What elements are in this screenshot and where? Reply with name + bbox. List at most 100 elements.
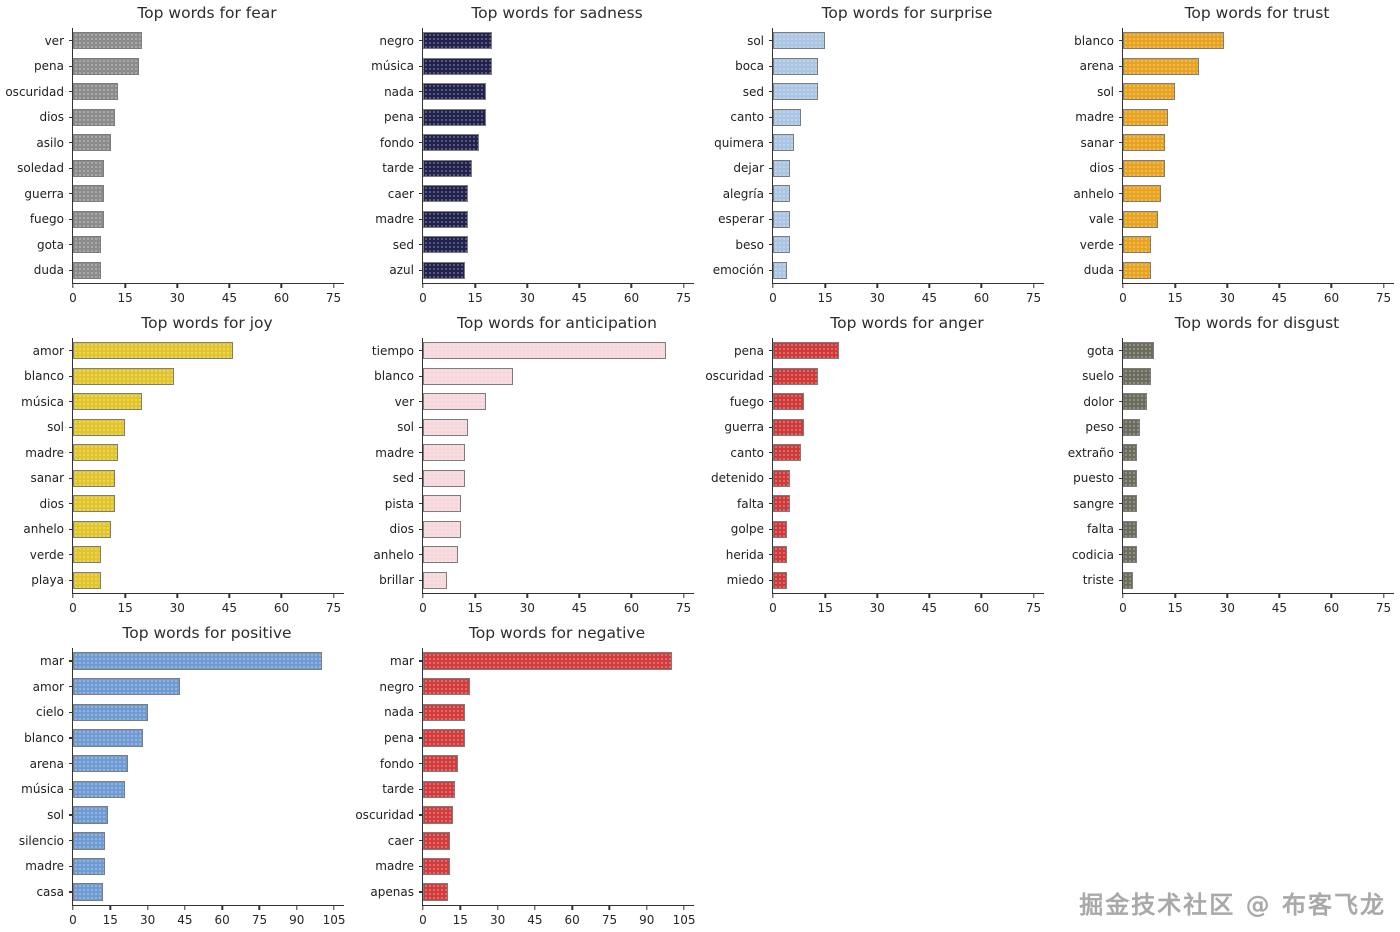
x-axis-tick <box>1382 594 1385 598</box>
bar-negative-6 <box>423 806 453 824</box>
y-axis-tick <box>419 737 423 739</box>
y-axis-label: madre <box>25 859 64 874</box>
y-axis-label: blanco <box>374 369 414 384</box>
x-axis-tick <box>258 906 261 910</box>
x-axis-tick-label: 105 <box>672 913 696 927</box>
y-axis-tick <box>69 579 73 581</box>
bar-row: gota <box>1087 338 1394 364</box>
x-axis-tick-label: 75 <box>325 291 342 305</box>
x-axis-tick-label: 30 <box>869 601 885 615</box>
bar-row: amor <box>33 674 344 700</box>
bar-row: madre <box>375 440 694 466</box>
x-axis-tick-label: 90 <box>289 913 305 927</box>
y-axis-tick <box>419 40 423 42</box>
y-axis-tick <box>419 269 423 271</box>
y-axis-tick <box>419 218 423 220</box>
bar-surprise-4 <box>773 134 794 152</box>
y-axis-tick <box>419 865 423 868</box>
y-axis-tick <box>419 167 423 169</box>
x-axis-tick <box>682 284 685 288</box>
y-axis-label: brillar <box>379 573 414 588</box>
y-axis-label: oscuridad <box>705 369 764 384</box>
bar-trust-1 <box>1123 57 1200 75</box>
bar-row: dios <box>39 105 344 131</box>
x-axis-tick-label: 75 <box>325 601 342 615</box>
y-axis-label: ver <box>44 33 64 48</box>
bar-row: madre <box>375 207 694 233</box>
y-axis-label: gota <box>36 237 64 252</box>
y-axis-label: madre <box>25 445 64 460</box>
y-axis-tick <box>69 269 73 271</box>
x-axis-tick <box>280 594 283 598</box>
y-axis-tick <box>769 375 773 377</box>
x-axis-tick <box>526 594 528 598</box>
bar-surprise-3 <box>773 108 801 126</box>
x-axis-tick-label: 75 <box>601 913 618 927</box>
bar-sadness-7 <box>423 210 469 228</box>
bar-row: anhelo <box>1073 181 1394 207</box>
y-axis-label: anhelo <box>1073 186 1114 201</box>
x-axis-tick-label: 30 <box>519 291 535 305</box>
x-axis-tick <box>980 594 983 598</box>
y-axis-tick <box>419 762 423 765</box>
bar-positive-3 <box>73 729 143 747</box>
y-axis-tick <box>419 193 423 195</box>
x-axis-tick <box>876 284 878 288</box>
bar-disgust-4 <box>1123 444 1137 462</box>
bar-row: codicia <box>1072 542 1394 568</box>
bar-anger-6 <box>773 495 791 513</box>
chart-title: Top words for fear <box>137 4 277 22</box>
y-axis-tick <box>69 40 73 42</box>
y-axis-tick <box>419 840 423 842</box>
y-axis-tick <box>419 891 423 893</box>
x-axis-tick <box>496 906 499 910</box>
x-axis-tick <box>571 906 573 910</box>
bar-sadness-4 <box>423 134 479 152</box>
x-axis-tick-label: 60 <box>273 291 290 305</box>
y-axis-tick <box>769 65 773 67</box>
bar-row: mar <box>40 648 344 674</box>
bar-disgust-6 <box>1123 495 1137 513</box>
bar-row: música <box>371 54 694 80</box>
bar-joy-5 <box>73 469 115 487</box>
y-axis-label: arena <box>1079 59 1114 74</box>
bar-row: sol <box>1097 79 1394 105</box>
x-axis-tick-label: 30 <box>869 291 885 305</box>
x-axis-tick <box>1122 284 1124 288</box>
y-axis-label: golpe <box>730 522 764 537</box>
x-axis-tick <box>221 906 223 910</box>
y-axis-label: fondo <box>379 135 414 150</box>
x-axis-tick-label: 0 <box>1119 291 1127 305</box>
bar-negative-8 <box>423 857 451 876</box>
bar-row: golpe <box>731 517 1044 543</box>
bar-row: sed <box>393 466 694 492</box>
y-axis-label: sed <box>392 237 414 252</box>
bar-positive-6 <box>73 806 108 824</box>
bar-sadness-5 <box>423 159 472 177</box>
bar-positive-0 <box>73 652 322 670</box>
bar-row: duda <box>1084 258 1394 284</box>
x-axis-tick <box>1174 284 1176 288</box>
bar-trust-4 <box>1123 134 1165 152</box>
y-axis-tick <box>1119 528 1123 530</box>
bar-joy-2 <box>73 393 143 411</box>
x-axis-tick-label: 45 <box>527 913 543 927</box>
y-axis-tick <box>419 528 423 530</box>
y-axis-label: ver <box>394 394 414 409</box>
bar-positive-2 <box>73 703 148 721</box>
x-axis-tick-label: 60 <box>564 913 580 927</box>
bar-anticipation-4 <box>423 444 465 462</box>
x-axis-tick <box>1330 284 1333 288</box>
bar-positive-5 <box>73 780 126 799</box>
bar-negative-7 <box>423 832 451 850</box>
y-axis-label: nada <box>384 84 414 99</box>
y-axis-tick <box>419 426 423 428</box>
y-axis-tick <box>1119 375 1123 377</box>
y-axis-tick <box>69 762 73 765</box>
y-axis-label: triste <box>1082 573 1114 588</box>
x-axis-tick <box>332 284 335 288</box>
x-axis-tick <box>646 906 648 910</box>
y-axis-label: esperar <box>718 212 764 227</box>
y-axis-tick <box>419 685 423 688</box>
y-axis-tick <box>419 401 423 403</box>
